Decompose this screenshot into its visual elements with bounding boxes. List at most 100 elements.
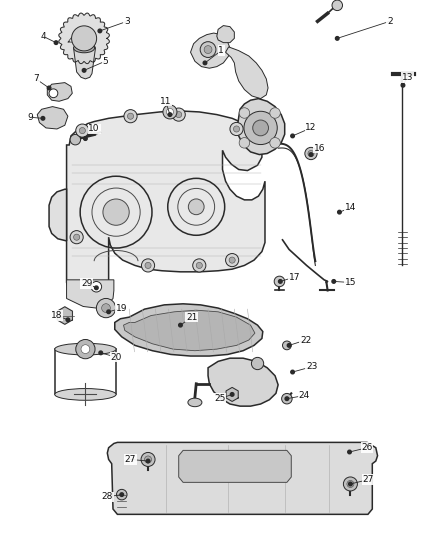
Circle shape [127, 113, 134, 119]
Circle shape [95, 286, 98, 289]
Polygon shape [107, 442, 378, 514]
Circle shape [270, 138, 280, 148]
Circle shape [343, 477, 357, 491]
Circle shape [98, 29, 102, 33]
Text: 12: 12 [305, 124, 317, 132]
Circle shape [168, 113, 172, 116]
Circle shape [107, 310, 110, 313]
Circle shape [291, 370, 294, 374]
Polygon shape [74, 45, 95, 79]
Circle shape [79, 127, 85, 134]
Text: 29: 29 [81, 279, 92, 288]
Polygon shape [59, 13, 110, 63]
Circle shape [145, 262, 151, 269]
Circle shape [348, 450, 351, 454]
Circle shape [41, 117, 45, 120]
Polygon shape [37, 107, 68, 129]
Text: 11: 11 [160, 97, 171, 106]
Text: 13: 13 [402, 73, 413, 82]
Text: 23: 23 [306, 362, 318, 371]
Polygon shape [191, 33, 230, 68]
Text: 4: 4 [40, 32, 46, 41]
Circle shape [163, 105, 177, 119]
Ellipse shape [74, 43, 95, 53]
Circle shape [308, 150, 314, 157]
Circle shape [91, 281, 102, 292]
Text: 24: 24 [299, 391, 310, 400]
Polygon shape [57, 307, 72, 324]
Text: 14: 14 [345, 204, 356, 212]
Text: 26: 26 [361, 443, 373, 452]
Circle shape [193, 259, 206, 272]
Circle shape [274, 276, 285, 287]
Circle shape [251, 357, 264, 370]
Polygon shape [67, 111, 265, 303]
Circle shape [336, 37, 339, 40]
Text: 17: 17 [289, 273, 300, 281]
Text: 16: 16 [314, 144, 325, 152]
Circle shape [179, 324, 182, 327]
Circle shape [146, 459, 150, 463]
Circle shape [401, 84, 405, 87]
Polygon shape [124, 310, 255, 351]
Circle shape [84, 137, 87, 140]
Text: 25: 25 [214, 394, 226, 403]
Text: 15: 15 [345, 278, 356, 287]
Circle shape [332, 280, 336, 283]
Polygon shape [179, 450, 291, 482]
Polygon shape [115, 304, 263, 356]
Circle shape [49, 89, 58, 98]
Text: 19: 19 [116, 304, 127, 312]
Circle shape [349, 482, 352, 486]
Polygon shape [49, 189, 67, 241]
Polygon shape [217, 26, 234, 43]
Circle shape [120, 493, 124, 496]
Circle shape [117, 489, 127, 500]
Circle shape [230, 123, 243, 135]
Circle shape [172, 108, 185, 121]
Polygon shape [226, 47, 268, 99]
Circle shape [76, 340, 95, 359]
Circle shape [285, 397, 289, 400]
Circle shape [47, 86, 51, 90]
Polygon shape [47, 83, 72, 101]
Circle shape [347, 480, 354, 488]
Circle shape [270, 108, 280, 118]
Text: 27: 27 [362, 475, 374, 484]
Text: 28: 28 [102, 492, 113, 501]
Circle shape [166, 108, 173, 116]
Circle shape [230, 393, 234, 396]
Circle shape [332, 0, 343, 11]
Polygon shape [67, 280, 114, 308]
Circle shape [99, 351, 102, 354]
Circle shape [76, 124, 89, 137]
Circle shape [279, 280, 282, 283]
Circle shape [141, 259, 155, 272]
Circle shape [70, 134, 81, 145]
Circle shape [338, 211, 341, 214]
Circle shape [188, 199, 204, 215]
Circle shape [204, 46, 212, 53]
Circle shape [283, 341, 291, 350]
Circle shape [203, 61, 207, 64]
Ellipse shape [188, 398, 202, 407]
Text: 21: 21 [186, 313, 198, 321]
Text: 7: 7 [33, 75, 39, 83]
Circle shape [74, 234, 80, 240]
Circle shape [226, 254, 239, 266]
Circle shape [282, 393, 292, 404]
Ellipse shape [55, 389, 116, 400]
Circle shape [103, 199, 129, 225]
Text: 2: 2 [387, 17, 392, 26]
Circle shape [82, 69, 86, 72]
Text: 27: 27 [125, 455, 136, 464]
Circle shape [196, 262, 202, 269]
Text: 1: 1 [218, 46, 224, 55]
Circle shape [145, 456, 152, 463]
Circle shape [239, 108, 250, 118]
Text: 20: 20 [110, 353, 122, 361]
Circle shape [291, 134, 294, 138]
Text: 9: 9 [27, 113, 33, 122]
Polygon shape [226, 387, 238, 401]
Text: 3: 3 [124, 17, 130, 26]
